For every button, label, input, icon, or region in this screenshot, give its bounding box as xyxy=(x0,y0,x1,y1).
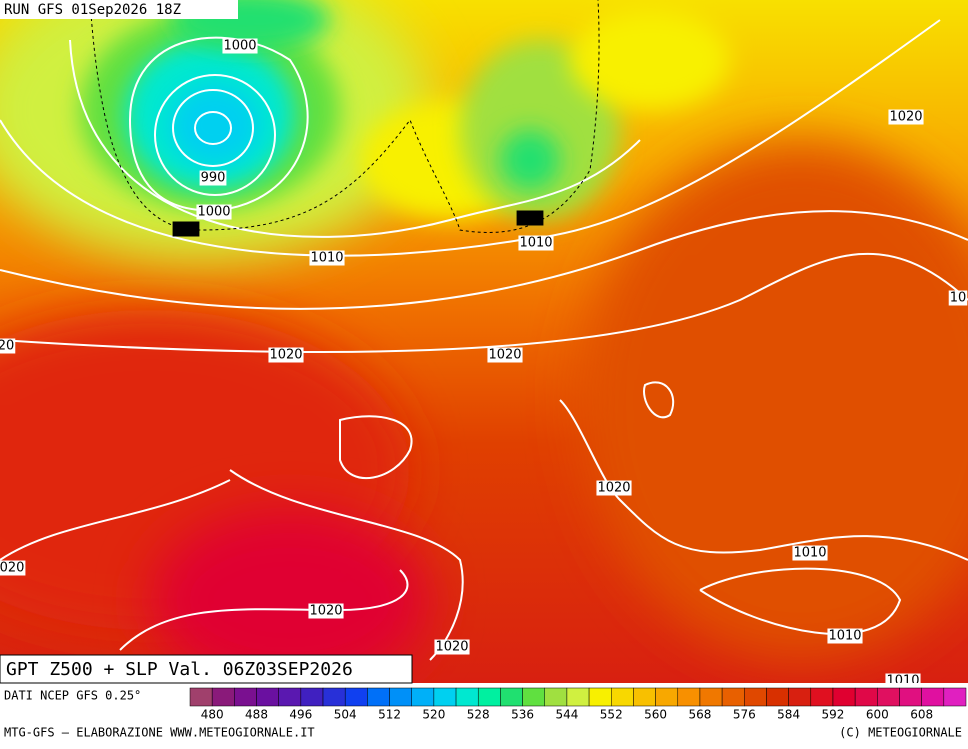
color-swatch xyxy=(788,687,812,707)
color-swatch xyxy=(344,687,368,707)
color-swatch xyxy=(433,687,457,707)
contour-label: 1020 xyxy=(488,348,521,363)
color-swatch xyxy=(633,687,656,707)
color-swatch xyxy=(655,687,679,707)
run-label: RUN GFS 01Sep2026 18Z xyxy=(4,2,181,18)
contour-label: 1000 xyxy=(197,205,230,220)
contour-label: 1020 xyxy=(309,604,342,619)
contour-label: 1020 xyxy=(597,481,630,496)
colorbar-tick-label: 480 xyxy=(201,708,224,722)
color-swatch xyxy=(810,687,834,707)
colorbar-tick-label: 576 xyxy=(733,708,756,722)
source-label: DATI NCEP GFS 0.25° xyxy=(4,689,141,703)
color-swatch xyxy=(455,687,479,707)
contour-label: 1020 xyxy=(889,110,922,125)
contour-label: 10 xyxy=(950,291,967,306)
contour-label: 1010 xyxy=(310,251,343,266)
colorbar-tick-label: 528 xyxy=(467,708,490,722)
color-swatch xyxy=(677,687,701,707)
colorbar-tick-label: 544 xyxy=(555,708,578,722)
color-swatch xyxy=(189,687,213,707)
contour-label-bg xyxy=(308,603,344,619)
contour-label: 20 xyxy=(0,339,14,354)
color-swatch xyxy=(721,687,745,707)
contour-label: 552 xyxy=(174,222,199,237)
color-swatch xyxy=(766,687,789,707)
contour-label: 1010 xyxy=(519,236,552,251)
contour-label-bg xyxy=(309,250,345,266)
color-swatch xyxy=(899,687,922,707)
color-swatch xyxy=(411,687,435,707)
contour-label: 1010 xyxy=(793,546,826,561)
contour-label-bg xyxy=(434,639,470,655)
colorbar-tick-label: 552 xyxy=(600,708,623,722)
colorbar-tick-label: 592 xyxy=(822,708,845,722)
color-swatch xyxy=(943,687,967,707)
contour-label-bg xyxy=(516,210,544,226)
colorbar-tick-label: 536 xyxy=(511,708,534,722)
contour-label-bg xyxy=(792,545,828,561)
contour-label-bg xyxy=(199,170,227,186)
contour-label-bg xyxy=(172,221,200,237)
contour-label-bg xyxy=(596,480,632,496)
colorbar-tick-label: 600 xyxy=(866,708,889,722)
z500-contour xyxy=(89,0,600,233)
color-swatch xyxy=(256,687,279,707)
color-swatch xyxy=(500,687,523,707)
contour-label-bg xyxy=(487,347,523,363)
contour-label-bg xyxy=(827,628,863,644)
color-swatch xyxy=(544,687,568,707)
color-swatch xyxy=(389,687,412,707)
color-swatch xyxy=(278,687,302,707)
contour-label-bg xyxy=(268,347,304,363)
color-swatch xyxy=(211,687,235,707)
color-swatch xyxy=(322,687,346,707)
footer-right: (C) METEOGIORNALE xyxy=(839,726,962,740)
contour-label-bg xyxy=(0,338,16,354)
contour-label-bg xyxy=(196,204,232,220)
colorbar-tick-label: 568 xyxy=(688,708,711,722)
contour-label: 1020 xyxy=(269,348,302,363)
color-swatch xyxy=(832,687,856,707)
color-swatch xyxy=(611,687,634,707)
colorbar-tick-label: 608 xyxy=(910,708,933,722)
colorbar-tick-label: 496 xyxy=(289,708,312,722)
color-swatch xyxy=(854,687,878,707)
color-swatch xyxy=(921,687,945,707)
colorbar-tick-label: 560 xyxy=(644,708,667,722)
contour-label: 020 xyxy=(0,561,24,576)
contour-label-bg xyxy=(948,290,968,306)
color-swatch xyxy=(477,687,501,707)
colorbar-tick-label: 488 xyxy=(245,708,268,722)
color-swatch xyxy=(367,687,390,707)
color-swatch xyxy=(744,687,767,707)
color-swatch xyxy=(522,687,545,707)
product-label: GPT Z500 + SLP Val. 06Z03SEP2026 xyxy=(6,659,353,680)
color-swatch xyxy=(300,687,324,707)
colorbar-tick-label: 512 xyxy=(378,708,401,722)
contour-label-bg xyxy=(222,38,258,54)
run-box xyxy=(0,0,238,19)
contour-label: 1020 xyxy=(435,640,468,655)
contour-label: 990 xyxy=(201,171,226,186)
product-box xyxy=(0,654,413,684)
colorbar-tick-label: 504 xyxy=(334,708,357,722)
color-swatch xyxy=(699,687,723,707)
color-swatch xyxy=(566,687,590,707)
contour-label-bg xyxy=(0,560,26,576)
colorbar-tick-label: 584 xyxy=(777,708,800,722)
color-swatch xyxy=(877,687,900,707)
contour-label-bg xyxy=(888,109,924,125)
contour-label: 1010 xyxy=(828,629,861,644)
footer-left: MTG-GFS – ELABORAZIONE WWW.METEOGIORNALE… xyxy=(4,726,315,740)
color-swatch xyxy=(234,687,257,707)
contour-label-bg xyxy=(518,235,554,251)
color-swatch xyxy=(588,687,612,707)
contour-label: 552 xyxy=(518,211,543,226)
colorbar-tick-label: 520 xyxy=(422,708,445,722)
contour-label: 1000 xyxy=(223,39,256,54)
